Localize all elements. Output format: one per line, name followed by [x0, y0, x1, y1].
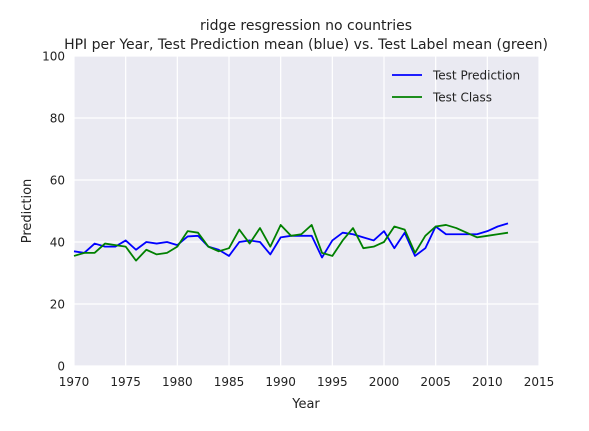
x-tick-label: 2015 [524, 375, 555, 389]
legend: Test Prediction Test Class [392, 69, 520, 105]
y-tick-label: 100 [42, 50, 65, 64]
x-tick-label: 1970 [59, 375, 90, 389]
series-layer [73, 222, 509, 262]
x-tick-label: 1975 [110, 375, 141, 389]
y-tick-label: 80 [50, 112, 65, 126]
x-tick-label: 2010 [472, 375, 503, 389]
y-axis-label: Prediction [20, 179, 35, 244]
y-tick-label: 0 [57, 360, 65, 374]
x-axis-label: Year [291, 397, 320, 412]
y-tick-label: 40 [50, 236, 65, 250]
plot-area [74, 56, 539, 366]
y-tick-labels: 0 20 40 60 80 100 [42, 50, 65, 374]
series-line-test-class [73, 224, 509, 262]
legend-label-test-class: Test Class [432, 91, 492, 105]
x-tick-label: 2005 [420, 375, 451, 389]
chart-title: ridge resgression no countries [200, 18, 412, 34]
legend-label-test-prediction: Test Prediction [432, 69, 520, 83]
y-tick-label: 20 [50, 298, 65, 312]
chart-subtitle: HPI per Year, Test Prediction mean (blue… [64, 37, 548, 53]
x-tick-label: 1990 [265, 375, 296, 389]
x-tick-label: 1995 [317, 375, 348, 389]
x-tick-labels: 1970 1975 1980 1985 1990 1995 2000 2005 2010 2015 [59, 375, 555, 389]
y-tick-label: 60 [50, 174, 65, 188]
grid [73, 55, 540, 367]
x-tick-label: 1985 [214, 375, 245, 389]
x-tick-label: 1980 [162, 375, 193, 389]
x-tick-label: 2000 [369, 375, 400, 389]
